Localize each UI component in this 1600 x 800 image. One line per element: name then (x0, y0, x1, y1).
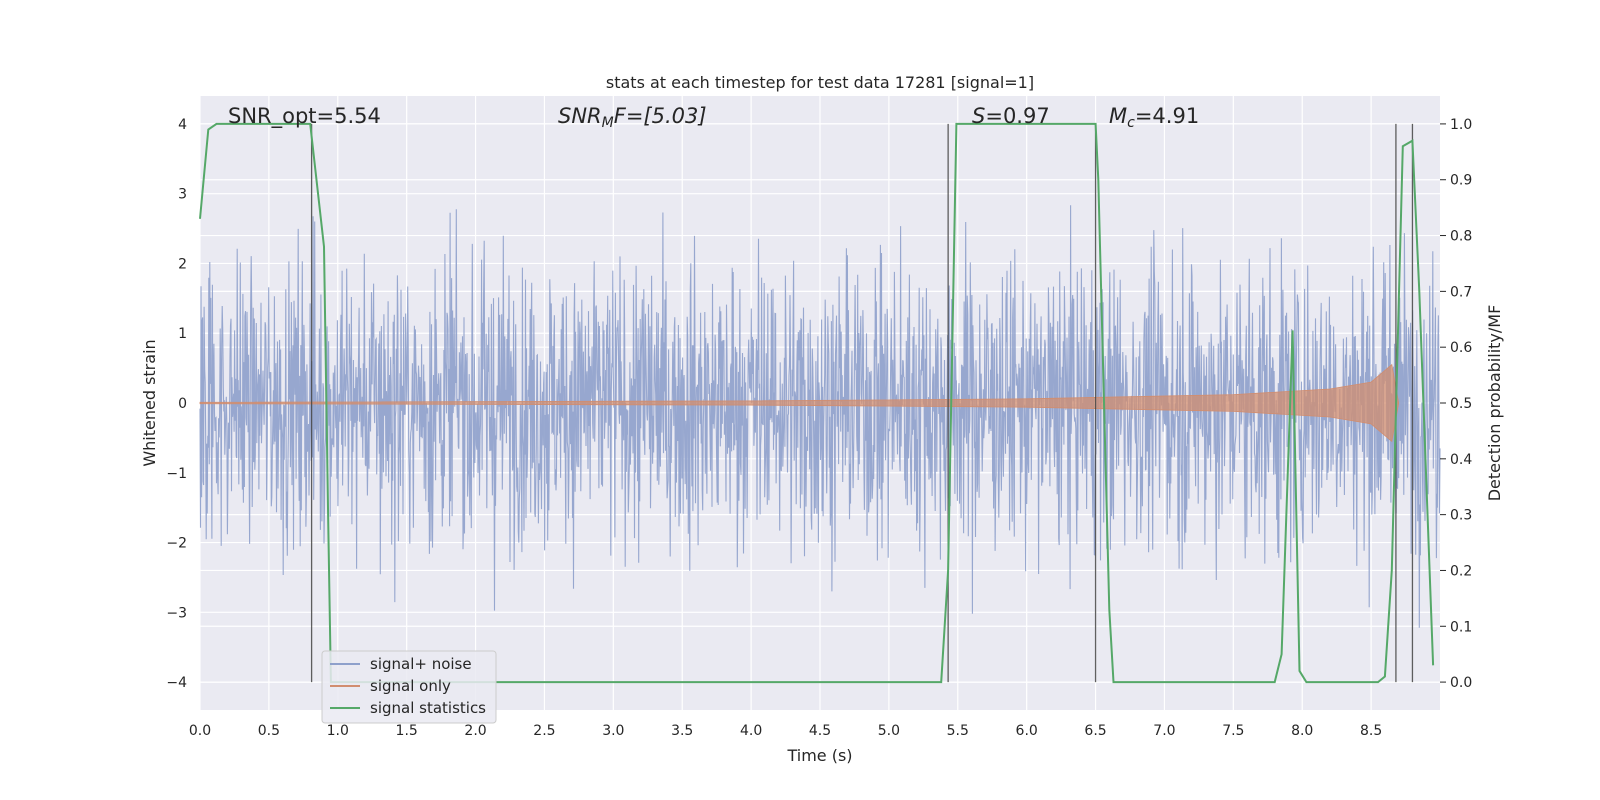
y-right-tick-label: 0.6 (1450, 340, 1472, 356)
y-right-tick-label: 0.7 (1450, 284, 1472, 300)
annotation-snr-mf: SNRMF=[5.03] (558, 104, 707, 131)
x-tick-label: 8.0 (1291, 723, 1313, 739)
y-axis-label: Whitened strain (140, 339, 159, 466)
y-tick-label: 2 (178, 256, 187, 272)
signal-statistics-line (199, 122, 1435, 684)
x-tick-label: 6.5 (1084, 723, 1106, 739)
y-tick-label: −1 (166, 466, 187, 482)
x-tick-label: 4.0 (740, 723, 762, 739)
x-tick-label: 5.5 (947, 723, 969, 739)
y-right-tick-label: 0.4 (1450, 452, 1472, 468)
y-right-tick-label: 0.9 (1450, 173, 1472, 189)
legend-label-signal-statistics: signal statistics (370, 699, 486, 717)
y-tick-label: −2 (166, 536, 187, 552)
annotation-snr-mf-sub: M (602, 115, 614, 131)
y-right-tick-label: 1.0 (1450, 117, 1472, 133)
x-tick-label: 2.0 (464, 723, 486, 739)
chart-title: stats at each timestep for test data 172… (606, 73, 1034, 92)
x-tick-label: 3.0 (602, 723, 624, 739)
x-tick-label: 0.0 (189, 723, 211, 739)
y-tick-label: 0 (178, 396, 187, 412)
signal-statistics-series (199, 122, 1435, 684)
y-right-axis-label: Detection probability/MF (1485, 305, 1504, 502)
y-tick-label: −3 (166, 605, 187, 621)
y-tick-label: 1 (178, 326, 187, 342)
annotation-s: S=0.97 (972, 104, 1050, 128)
annotation-s-rest: =0.97 (985, 104, 1049, 128)
legend-box (321, 650, 497, 724)
y-right-tick-label: 0.5 (1450, 396, 1472, 412)
y-tick-labels: −4 −3 −2 −1 0 1 2 3 4 (166, 117, 187, 691)
legend-label-signal-plus-noise: signal+ noise (370, 655, 472, 673)
x-tick-labels: 0.0 0.5 1.0 1.5 2.0 2.5 3.0 3.5 4.0 4.5 5.0 5.5 6.0 6… (189, 723, 1382, 739)
x-tick-label: 2.5 (533, 723, 555, 739)
annotation-s-base: S (972, 104, 985, 128)
legend: signal+ noise signal only signal statist… (321, 650, 497, 724)
annotation-mc-sub: c (1127, 115, 1135, 131)
y-right-tick-label: 0.1 (1450, 619, 1472, 635)
x-tick-label: 4.5 (809, 723, 831, 739)
x-tick-label: 3.5 (671, 723, 693, 739)
y-right-tick-labels: 0.0 0.1 0.2 0.3 0.4 0.5 0.6 0.7 0.8 0.9 1.0 (1440, 117, 1472, 691)
x-axis-label: Time (s) (786, 746, 852, 765)
annotation-mc-rest: =4.91 (1135, 104, 1199, 128)
x-tick-label: 6.0 (1016, 723, 1038, 739)
y-tick-label: 4 (178, 117, 187, 133)
y-tick-label: −4 (166, 675, 187, 691)
annotation-mc: Mc=4.91 (1109, 104, 1199, 131)
x-tick-label: 7.5 (1222, 723, 1244, 739)
x-tick-label: 1.0 (327, 723, 349, 739)
y-right-tick-label: 0.0 (1450, 675, 1472, 691)
y-right-tick-label: 0.3 (1450, 508, 1472, 524)
annotation-mc-base: M (1109, 104, 1127, 128)
y-tick-label: 3 (178, 187, 187, 203)
annotation-snr-mf-base: SNR (558, 104, 602, 128)
y-right-tick-label: 0.2 (1450, 563, 1472, 579)
annotation-snr-opt: SNR_opt=5.54 (228, 104, 381, 129)
x-tick-label: 7.0 (1153, 723, 1175, 739)
x-tick-label: 8.5 (1360, 723, 1382, 739)
annotation-snr-mf-rest: F=[5.03] (614, 104, 707, 128)
x-tick-label: 0.5 (258, 723, 280, 739)
y-right-tick-label: 0.8 (1450, 229, 1472, 245)
x-tick-label: 1.5 (396, 723, 418, 739)
x-tick-label: 5.0 (878, 723, 900, 739)
legend-label-signal-only: signal only (370, 677, 451, 695)
